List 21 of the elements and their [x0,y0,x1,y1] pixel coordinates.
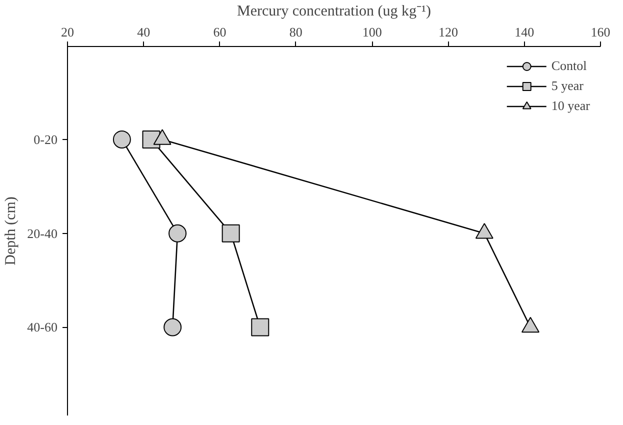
y-tick-label: 20-40 [27,226,58,241]
legend-label: Contol [551,58,587,74]
x-tick-label: 20 [61,24,74,40]
y-tick-label: 0-20 [34,132,58,147]
x-axis-title: Mercury concentration (ug kg⁻¹) [236,4,432,20]
x-tick-label: 140 [514,24,534,40]
x-tick-label: 100 [362,24,382,40]
x-tick-label: 120 [438,24,458,40]
point [112,130,131,148]
legend-label: 5 year [551,78,584,94]
point [168,224,187,242]
x-tick-label: 60 [213,24,226,40]
point [222,224,240,242]
x-tick-label: 40 [137,24,150,40]
x-tick-label: 80 [289,24,302,40]
legend-label: 10 year [551,98,590,114]
y-axis-title: Depth (cm) [3,196,20,266]
x-tick-label: 160 [590,24,610,40]
point [164,318,182,336]
y-tick-label: 40-60 [27,320,58,335]
point [251,318,270,336]
